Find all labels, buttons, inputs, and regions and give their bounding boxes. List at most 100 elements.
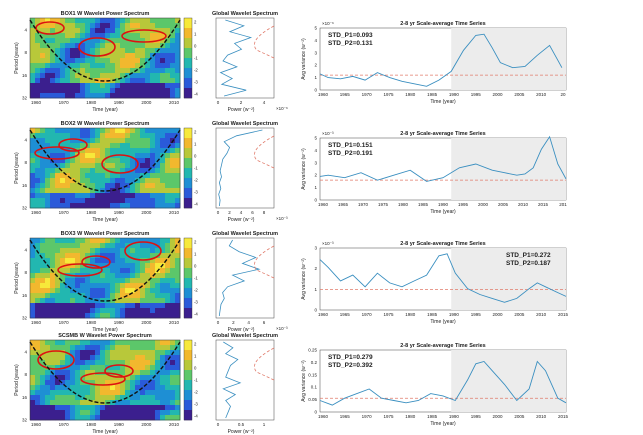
heatmap-cell [30, 390, 36, 396]
heatmap-cell [30, 163, 36, 169]
heatmap-cell [155, 188, 161, 194]
heatmap-cell [55, 128, 61, 134]
heatmap-cell [100, 138, 106, 144]
heatmap-cell [50, 53, 56, 59]
heatmap-cell [50, 308, 56, 314]
heatmap-cell [125, 415, 131, 421]
heatmap-cell [140, 410, 146, 416]
heatmap-cell [120, 253, 126, 259]
heatmap-cell [130, 298, 136, 304]
heatmap-cell [45, 258, 51, 264]
heatmap-cell [95, 243, 101, 249]
heatmap-cell [55, 183, 61, 189]
heatmap-cell [145, 153, 151, 159]
heatmap-cell [155, 405, 161, 411]
heatmap-cell [150, 400, 156, 406]
heatmap-cell [170, 258, 176, 264]
heatmap-cell [120, 173, 126, 179]
heatmap-cell [125, 288, 131, 294]
heatmap-cell [175, 143, 181, 149]
heatmap-cell [135, 268, 141, 274]
global-multiplier: ×10⁻⁶ [276, 106, 288, 111]
heatmap-cell [95, 268, 101, 274]
heatmap-cell [50, 43, 56, 49]
heatmap-cell [95, 143, 101, 149]
heatmap-cell [165, 188, 171, 194]
heatmap-cell [60, 48, 66, 54]
heatmap-cell [30, 53, 36, 59]
heatmap-cell [80, 400, 86, 406]
heatmap-cell [145, 53, 151, 59]
heatmap-cell [65, 370, 71, 376]
heatmap-cell [150, 380, 156, 386]
heatmap-cell [150, 355, 156, 361]
heatmap-cell [145, 298, 151, 304]
heatmap-cell [30, 385, 36, 391]
heatmap-cell [70, 243, 76, 249]
heatmap-cell [155, 88, 161, 94]
heatmap-cell [65, 380, 71, 386]
heatmap-cell [50, 128, 56, 134]
heatmap-cell [145, 158, 151, 164]
heatmap-cell [40, 18, 46, 24]
heatmap-xtick: 2000 [141, 210, 152, 215]
colorbar-band [184, 298, 192, 309]
heatmap-cell [60, 395, 66, 401]
heatmap-cell [35, 68, 41, 74]
heatmap-cell [105, 308, 111, 314]
heatmap-cell [160, 33, 166, 39]
heatmap-cell [105, 18, 111, 24]
heatmap-cell [135, 350, 141, 356]
heatmap-cell [30, 73, 36, 79]
heatmap-cell [95, 273, 101, 279]
heatmap-cell [95, 128, 101, 134]
heatmap-cell [30, 415, 36, 421]
heatmap-cell [115, 365, 121, 371]
heatmap-cell [125, 278, 131, 284]
heatmap-cell [40, 380, 46, 386]
heatmap-cell [160, 58, 166, 64]
heatmap-cell [140, 78, 146, 84]
heatmap-cell [45, 385, 51, 391]
heatmap-cell [30, 350, 36, 356]
colorbar-band [184, 340, 192, 351]
heatmap-cell [35, 143, 41, 149]
heatmap-cell [40, 178, 46, 184]
heatmap-cell [50, 395, 56, 401]
heatmap-cell [95, 183, 101, 189]
heatmap-cell [175, 158, 181, 164]
heatmap-cell [75, 283, 81, 289]
global-significance-line [254, 347, 275, 381]
timeseries-xlabel: Time (year) [430, 209, 456, 215]
heatmap-cell [105, 128, 111, 134]
global-xtick: 4 [247, 320, 250, 325]
heatmap-cell [145, 38, 151, 44]
heatmap-cell [170, 365, 176, 371]
heatmap-cell [105, 340, 111, 346]
heatmap-cell [155, 143, 161, 149]
heatmap-cell [125, 83, 131, 89]
heatmap-cell [100, 360, 106, 366]
heatmap-cell [150, 23, 156, 29]
heatmap-cell [85, 370, 91, 376]
timeseries-xlabel: Time (year) [430, 99, 456, 105]
heatmap-cell [160, 138, 166, 144]
heatmap-cell [150, 203, 156, 209]
heatmap-cell [100, 248, 106, 254]
heatmap-cell [90, 183, 96, 189]
heatmap-cell [120, 193, 126, 199]
heatmap-cell [160, 313, 166, 319]
heatmap-cell [135, 78, 141, 84]
heatmap-frame [29, 17, 181, 99]
heatmap-cell [65, 293, 71, 299]
heatmap-cell [100, 73, 106, 79]
heatmap-cell [130, 360, 136, 366]
heatmap-cell [90, 283, 96, 289]
heatmap-cell [90, 38, 96, 44]
heatmap-cell [130, 48, 136, 54]
heatmap-cell [70, 400, 76, 406]
heatmap-cell [105, 238, 111, 244]
significance-contour [80, 372, 126, 386]
heatmap-cell [45, 68, 51, 74]
heatmap-cell [110, 193, 116, 199]
